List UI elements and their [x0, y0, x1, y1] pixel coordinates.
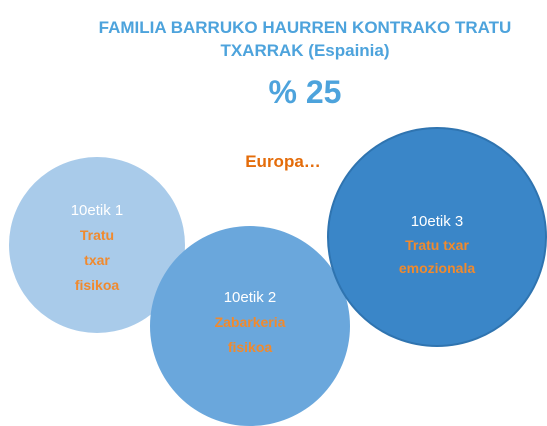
ratio: 10etik 3 — [410, 213, 464, 230]
title: FAMILIA BARRUKO HAURREN KONTRAKO TRATU T… — [98, 18, 512, 60]
ratio: 10etik 1 — [70, 201, 124, 219]
region: Europa… — [245, 152, 321, 171]
circle: 10etik 2 Zabarkeria fisikoa — [150, 226, 350, 426]
percentage: % 25 — [268, 74, 342, 110]
circle-label: Tratu txar fisikoa — [74, 226, 120, 293]
ratio: 10etik 2 — [223, 289, 277, 306]
circle-label: Tratu txar emozionala — [398, 237, 476, 276]
circle-label: Zabarkeria fisikoa — [214, 314, 286, 355]
circle: 10etik 3 Tratu txar emozionala — [327, 127, 547, 347]
circle: 10etik 1 Tratu txar fisikoa — [9, 157, 185, 333]
